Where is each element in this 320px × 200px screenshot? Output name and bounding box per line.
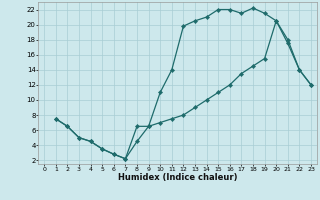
X-axis label: Humidex (Indice chaleur): Humidex (Indice chaleur) xyxy=(118,173,237,182)
